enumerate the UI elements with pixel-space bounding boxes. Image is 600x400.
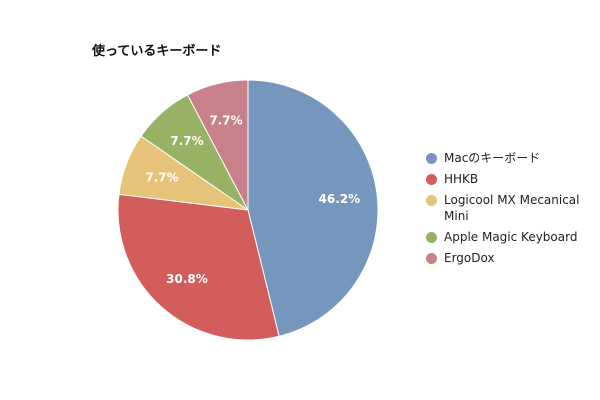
data-label: 30.8% <box>166 272 208 286</box>
data-label: 7.7% <box>145 170 178 184</box>
legend-swatch <box>426 153 437 164</box>
legend-swatch <box>426 253 437 264</box>
pie-slice[interactable] <box>247 79 379 337</box>
legend-label: Logicool MX Mecanical Mini <box>444 193 580 223</box>
data-label: 7.7% <box>170 134 203 148</box>
legend-swatch <box>426 195 437 206</box>
legend-swatch <box>426 174 437 185</box>
legend-swatch <box>426 232 437 243</box>
pie-slice[interactable] <box>186 79 249 211</box>
legend: Macのキーボード HHKB Logicool MX Mecanical Min… <box>426 150 596 271</box>
chart-title: 使っているキーボード <box>92 44 222 59</box>
legend-label: ErgoDox <box>444 251 495 265</box>
legend-item[interactable]: ErgoDox <box>426 250 596 266</box>
legend-label: Apple Magic Keyboard <box>444 230 578 244</box>
legend-item[interactable]: Apple Magic Keyboard <box>426 229 596 245</box>
data-label: 46.2% <box>319 192 361 206</box>
data-label: 7.7% <box>209 114 242 128</box>
legend-label: Macのキーボード <box>444 151 541 165</box>
pie-slice[interactable] <box>117 193 280 341</box>
legend-label: HHKB <box>444 172 479 186</box>
legend-item[interactable]: HHKB <box>426 171 596 187</box>
legend-item[interactable]: Macのキーボード <box>426 150 596 166</box>
legend-item[interactable]: Logicool MX Mecanical Mini <box>426 192 596 224</box>
